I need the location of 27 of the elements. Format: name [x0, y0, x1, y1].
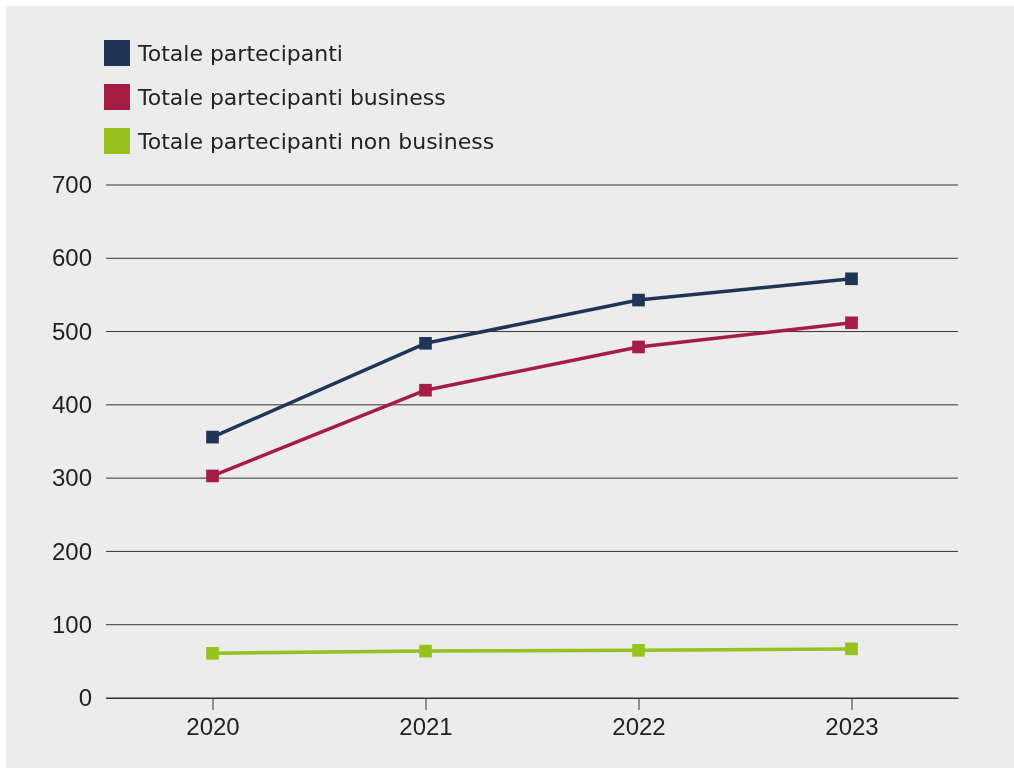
point [419, 383, 432, 397]
y-tick-label: 500 [51, 317, 92, 345]
point [419, 644, 432, 658]
point [845, 272, 858, 286]
x-tick-label: 2023 [825, 713, 879, 741]
point [632, 644, 645, 657]
legend-label: Totale partecipanti [137, 41, 343, 66]
y-tick-label: 300 [51, 464, 92, 492]
y-tick-label: 100 [51, 610, 92, 638]
x-tick-label: 2020 [186, 713, 240, 741]
point [206, 430, 219, 444]
legend-label: Totale partecipanti non business [137, 129, 495, 154]
point [845, 642, 858, 656]
legend-label: Totale partecipanti business [137, 85, 446, 110]
x-tick-label: 2022 [612, 713, 666, 741]
y-tick-label: 0 [78, 684, 92, 712]
y-tick-label: 600 [51, 244, 92, 272]
y-tick-label: 200 [51, 537, 92, 565]
y-tick-label: 400 [51, 391, 92, 419]
y-tick-label: 700 [51, 171, 92, 199]
point [632, 340, 645, 354]
point [206, 469, 219, 483]
point [206, 646, 219, 660]
point [632, 293, 645, 307]
x-tick-label: 2021 [399, 713, 453, 741]
point [845, 316, 858, 330]
point [419, 336, 432, 350]
